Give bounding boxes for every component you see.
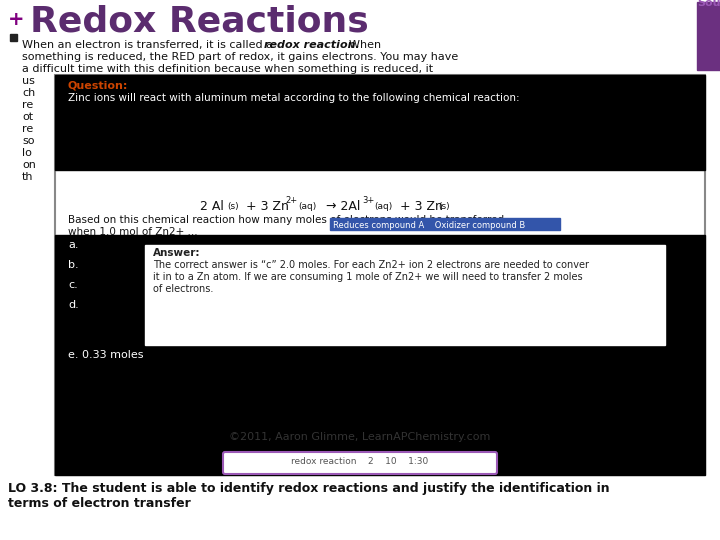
Text: → 2Al: → 2Al — [322, 200, 361, 213]
Text: a difficult time with this definition because when something is reduced, it: a difficult time with this definition be… — [22, 64, 433, 74]
Text: re: re — [22, 124, 33, 134]
Text: ©2011, Aaron Glimme, LearnAPChemistry.com: ©2011, Aaron Glimme, LearnAPChemistry.co… — [229, 432, 491, 442]
Bar — [55, 235, 705, 475]
Text: redox reaction.: redox reaction. — [264, 40, 360, 50]
Text: (aq): (aq) — [298, 202, 316, 211]
FancyBboxPatch shape — [55, 75, 705, 475]
Text: Redox Reactions: Redox Reactions — [30, 5, 369, 39]
Text: Answer:: Answer: — [153, 248, 200, 258]
Bar — [10, 34, 17, 41]
Text: Based on this chemical reaction how many moles of electrons would be transferred: Based on this chemical reaction how many… — [68, 215, 504, 225]
Text: +: + — [8, 10, 24, 29]
Text: lo: lo — [22, 148, 32, 158]
Text: ot: ot — [22, 112, 33, 122]
Bar — [145, 245, 665, 345]
Text: 3+: 3+ — [362, 196, 374, 205]
Text: us: us — [22, 76, 35, 86]
Text: so: so — [22, 136, 35, 146]
Text: Reduces compound A    Oxidizer compound B: Reduces compound A Oxidizer compound B — [333, 220, 526, 230]
Text: (s): (s) — [438, 202, 449, 211]
Text: b.: b. — [68, 260, 78, 270]
Text: e. 0.33 moles: e. 0.33 moles — [68, 350, 143, 360]
Text: Zinc ions will react with aluminum metal according to the following chemical rea: Zinc ions will react with aluminum metal… — [68, 93, 520, 103]
Text: LO 3.8: The student is able to identify redox reactions and justify the identifi: LO 3.8: The student is able to identify … — [8, 482, 610, 510]
Bar — [697, 2, 720, 70]
Text: on: on — [22, 160, 36, 170]
Text: d.: d. — [68, 300, 78, 310]
Text: something is reduced, the RED part of redox, it gains electrons. You may have: something is reduced, the RED part of re… — [22, 52, 458, 62]
Text: a.: a. — [68, 240, 78, 250]
Text: of electrons.: of electrons. — [153, 284, 213, 294]
Text: When: When — [342, 40, 381, 50]
Text: The correct answer is “c” 2.0 moles. For each Zn2+ ion 2 electrons are needed to: The correct answer is “c” 2.0 moles. For… — [153, 260, 589, 270]
Text: it in to a Zn atom. If we are consuming 1 mole of Zn2+ we will need to transfer : it in to a Zn atom. If we are consuming … — [153, 272, 582, 282]
Bar — [330, 218, 560, 230]
Text: + 3 Zn: + 3 Zn — [242, 200, 289, 213]
Text: c.: c. — [68, 280, 78, 290]
Text: (aq): (aq) — [374, 202, 392, 211]
Text: redox reaction    2    10    1:30: redox reaction 2 10 1:30 — [292, 457, 428, 467]
Text: + 3 Zn: + 3 Zn — [396, 200, 443, 213]
Text: th: th — [22, 172, 34, 182]
Text: (s): (s) — [227, 202, 238, 211]
Text: Question:: Question: — [68, 80, 128, 90]
Text: re: re — [22, 100, 33, 110]
Text: When an electron is transferred, it is called a: When an electron is transferred, it is c… — [22, 40, 276, 50]
Text: 2 Al: 2 Al — [200, 200, 224, 213]
Text: ch: ch — [22, 88, 35, 98]
Bar — [55, 75, 705, 170]
Text: Source: Source — [697, 0, 720, 8]
Text: 2+: 2+ — [285, 196, 297, 205]
Text: when 1.0 mol of Zn2+ ...: when 1.0 mol of Zn2+ ... — [68, 227, 197, 237]
FancyBboxPatch shape — [223, 452, 497, 474]
